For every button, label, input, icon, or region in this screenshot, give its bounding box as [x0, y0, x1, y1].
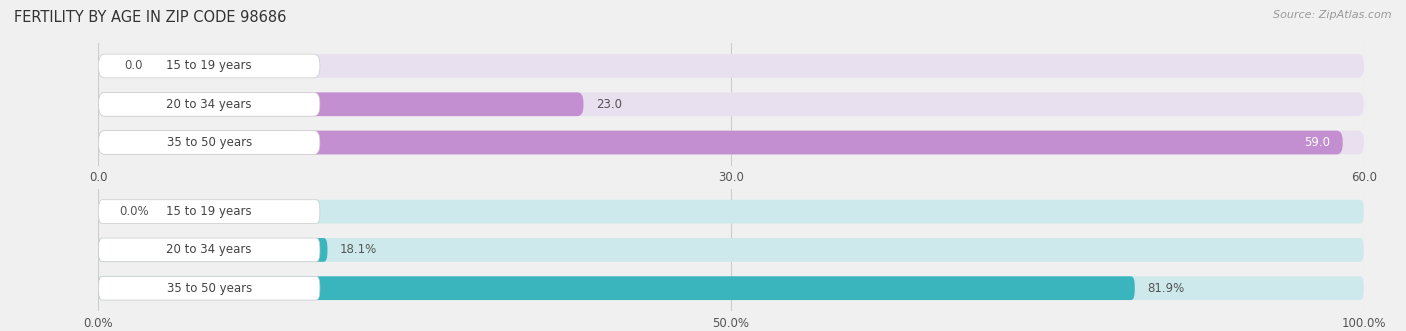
Text: 20 to 34 years: 20 to 34 years: [166, 98, 252, 111]
FancyBboxPatch shape: [98, 276, 1135, 300]
Text: 0.0%: 0.0%: [120, 205, 149, 218]
FancyBboxPatch shape: [98, 131, 1343, 154]
FancyBboxPatch shape: [98, 92, 1364, 116]
FancyBboxPatch shape: [98, 276, 1364, 300]
FancyBboxPatch shape: [98, 54, 321, 78]
Text: 0.0: 0.0: [124, 60, 142, 72]
FancyBboxPatch shape: [98, 238, 1364, 262]
FancyBboxPatch shape: [98, 131, 321, 154]
Text: 81.9%: 81.9%: [1147, 282, 1185, 295]
FancyBboxPatch shape: [98, 92, 321, 116]
FancyBboxPatch shape: [98, 54, 1364, 78]
Text: Source: ZipAtlas.com: Source: ZipAtlas.com: [1274, 10, 1392, 20]
Text: 35 to 50 years: 35 to 50 years: [166, 136, 252, 149]
Text: 18.1%: 18.1%: [340, 243, 377, 257]
Text: 15 to 19 years: 15 to 19 years: [166, 205, 252, 218]
FancyBboxPatch shape: [98, 200, 321, 223]
FancyBboxPatch shape: [98, 238, 328, 262]
Text: FERTILITY BY AGE IN ZIP CODE 98686: FERTILITY BY AGE IN ZIP CODE 98686: [14, 10, 287, 25]
FancyBboxPatch shape: [98, 238, 321, 262]
FancyBboxPatch shape: [98, 92, 583, 116]
Text: 23.0: 23.0: [596, 98, 621, 111]
FancyBboxPatch shape: [98, 200, 1364, 223]
Text: 35 to 50 years: 35 to 50 years: [166, 282, 252, 295]
FancyBboxPatch shape: [98, 276, 321, 300]
Text: 20 to 34 years: 20 to 34 years: [166, 243, 252, 257]
Text: 15 to 19 years: 15 to 19 years: [166, 60, 252, 72]
Text: 59.0: 59.0: [1305, 136, 1330, 149]
FancyBboxPatch shape: [98, 131, 1364, 154]
